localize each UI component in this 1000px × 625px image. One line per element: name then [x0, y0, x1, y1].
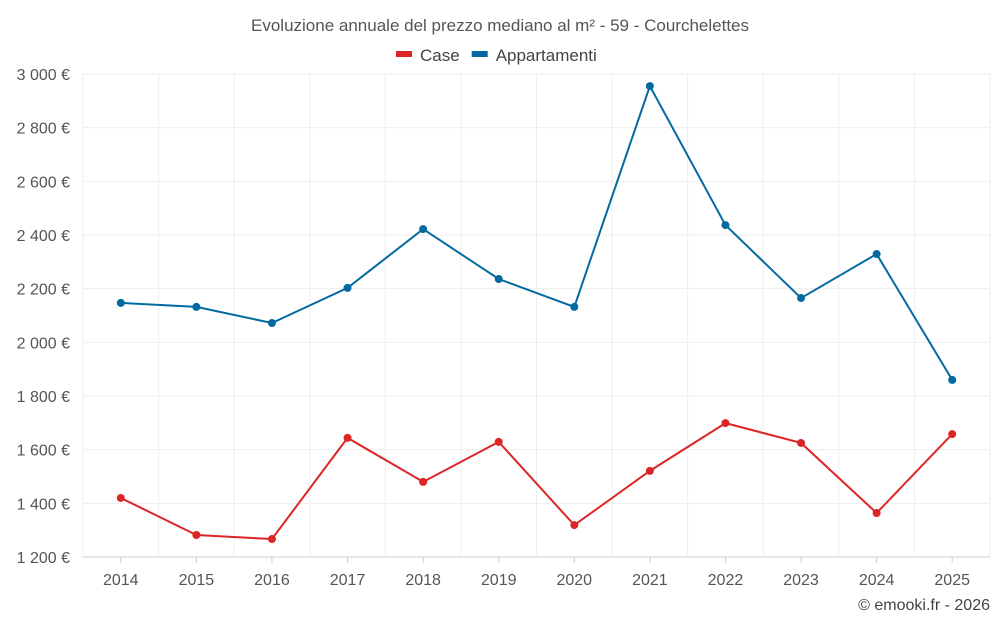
x-tick-label: 2018 — [405, 572, 441, 589]
legend-swatch-case — [396, 51, 412, 57]
legend-swatch-appartamenti — [471, 51, 488, 57]
data-point-appartamenti — [192, 302, 201, 311]
y-tick-label: 2 400 € — [17, 228, 70, 245]
data-point-case — [192, 530, 201, 539]
x-tick-label: 2020 — [556, 572, 592, 589]
x-axis: 2014 2015 2016 2017 2018 2019 2020 2021 2022 2023… — [103, 557, 970, 589]
data-point-appartamenti — [872, 250, 881, 259]
data-point-appartamenti — [645, 82, 654, 91]
y-tick-label: 2 200 € — [17, 282, 70, 299]
legend-label-case: Case — [420, 46, 460, 65]
x-tick-label: 2023 — [783, 572, 819, 589]
data-point-case — [419, 477, 428, 486]
data-point-case — [948, 430, 957, 439]
data-point-appartamenti — [494, 275, 503, 284]
y-tick-label: 2 800 € — [17, 121, 70, 138]
series-line-appartamenti — [120, 83, 954, 381]
data-point-case — [797, 438, 806, 447]
y-tick-label: 2 600 € — [17, 174, 70, 191]
series-line-case — [120, 422, 953, 541]
y-axis: 1 200 € 1 400 € 1 600 € 1 800 € 2 000 € 2 200… — [17, 67, 70, 567]
data-point-appartamenti — [948, 375, 957, 384]
data-point-case — [494, 437, 503, 446]
x-tick-label: 2025 — [934, 572, 970, 589]
data-point-appartamenti — [267, 319, 276, 328]
x-tick-label: 2021 — [632, 572, 668, 589]
x-tick-label: 2015 — [179, 572, 215, 589]
data-point-case — [267, 535, 276, 544]
data-point-case — [343, 433, 352, 442]
data-point-case — [721, 419, 730, 428]
data-point-appartamenti — [116, 298, 125, 307]
series-group — [116, 82, 957, 544]
data-point-appartamenti — [343, 283, 352, 292]
data-point-case — [872, 508, 881, 517]
x-tick-label: 2022 — [708, 572, 744, 589]
y-tick-label: 1 800 € — [17, 389, 70, 406]
credit: © emooki.fr - 2026 — [858, 597, 990, 614]
data-point-appartamenti — [797, 294, 806, 303]
data-point-case — [116, 493, 125, 502]
x-tick-label: 2019 — [481, 572, 517, 589]
x-tick-label: 2016 — [254, 572, 290, 589]
data-point-case — [570, 521, 579, 530]
x-tick-label: 2017 — [330, 572, 366, 589]
legend-label-appartamenti: Appartamenti — [496, 46, 597, 65]
y-tick-label: 1 400 € — [17, 496, 70, 513]
y-tick-label: 1 200 € — [17, 550, 70, 567]
data-point-appartamenti — [570, 302, 579, 311]
y-tick-label: 3 000 € — [17, 67, 70, 84]
y-tick-label: 2 000 € — [17, 335, 70, 352]
data-point-case — [645, 466, 654, 475]
chart-title: Evoluzione annuale del prezzo mediano al… — [251, 16, 749, 35]
data-point-appartamenti — [721, 221, 730, 230]
x-tick-label: 2014 — [103, 572, 139, 589]
y-tick-label: 1 600 € — [17, 443, 70, 460]
data-point-appartamenti — [419, 225, 428, 234]
legend: Case Appartamenti — [396, 46, 597, 65]
x-tick-label: 2024 — [859, 572, 895, 589]
